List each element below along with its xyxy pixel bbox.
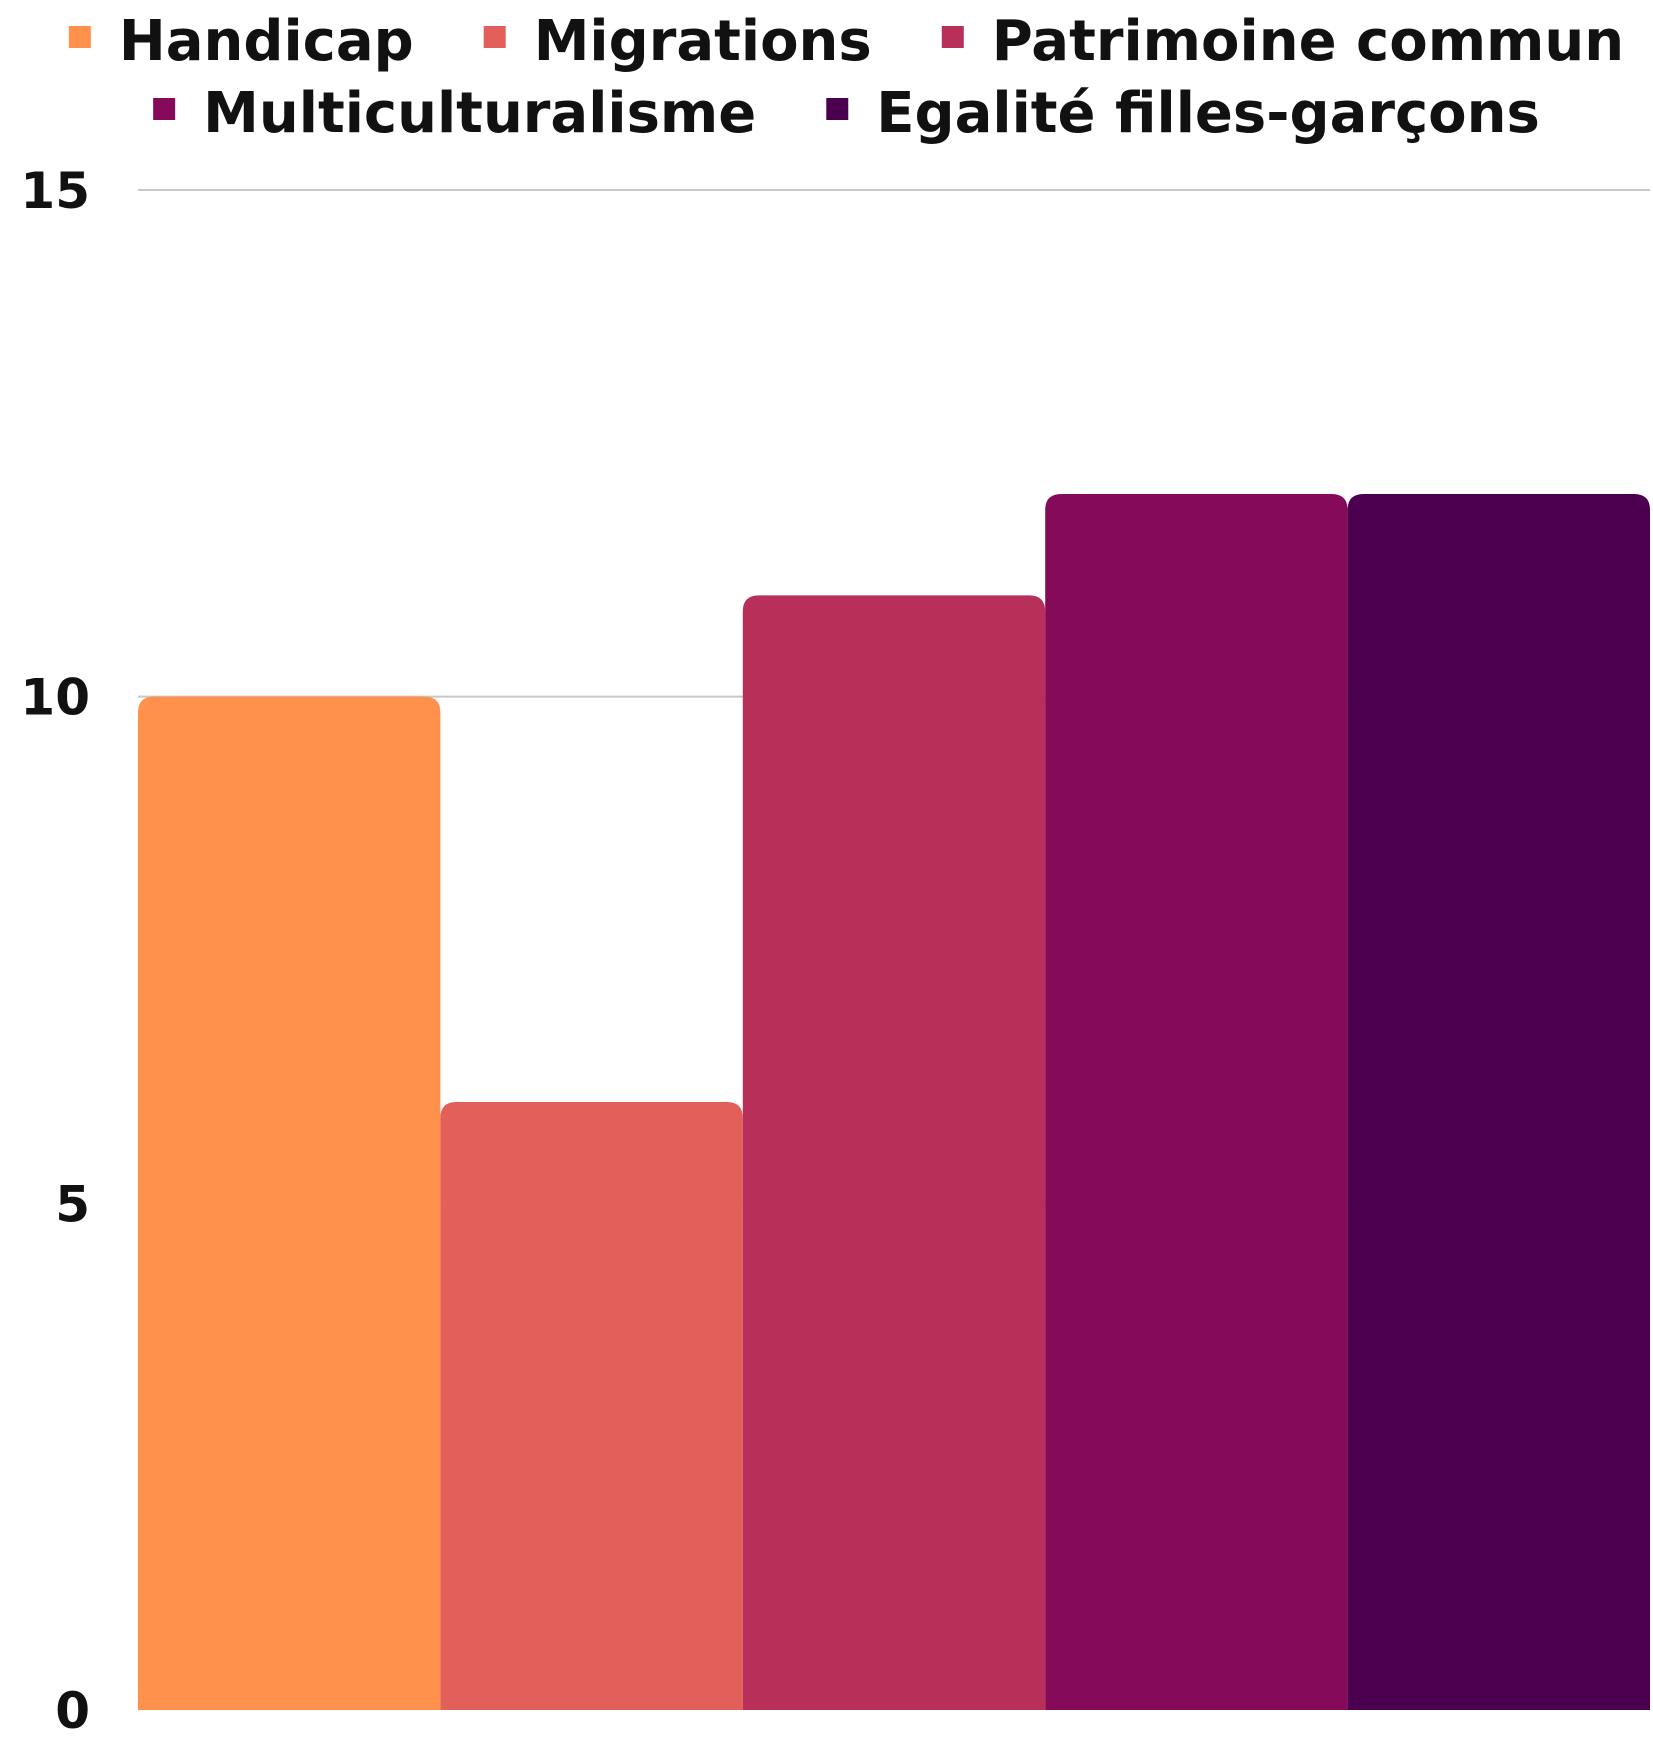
legend-label-multiculturalisme: Multiculturalisme	[203, 81, 756, 146]
bar-egalite-filles-garcons	[1347, 494, 1650, 1710]
legend-item-egalite-filles-garcons: Egalité filles-garçons	[826, 81, 1540, 146]
y-tick-label-0: 0	[55, 1682, 90, 1738]
legend-swatch-migrations	[483, 26, 506, 48]
legend-item-migrations: Migrations	[483, 9, 872, 74]
legend-label-migrations: Migrations	[534, 9, 872, 74]
legend-swatch-handicap	[68, 26, 91, 48]
legend-item-patrimoine-commun: Patrimoine commun	[941, 9, 1624, 74]
y-tick-label-10: 10	[20, 669, 90, 727]
legend-label-egalite-filles-garcons: Egalité filles-garçons	[876, 81, 1540, 146]
legend-label-patrimoine-commun: Patrimoine commun	[992, 9, 1624, 74]
bar-multiculturalisme	[1045, 494, 1348, 1710]
legend-swatch-patrimoine-commun	[941, 26, 964, 48]
y-tick-label-15: 15	[20, 162, 90, 220]
chart-bars	[138, 494, 1650, 1711]
bar-migrations	[440, 1102, 743, 1710]
chart-legend: Handicap Migrations Patrimoine commun Multi…	[68, 9, 1624, 146]
legend-swatch-egalite-filles-garcons	[826, 98, 849, 120]
bar-patrimoine-commun	[742, 595, 1046, 1711]
y-tick-label-5: 5	[55, 1175, 90, 1233]
bar-handicap	[138, 696, 441, 1710]
legend-item-multiculturalisme: Multiculturalisme	[153, 81, 756, 146]
y-axis: 0 5 10 15	[20, 162, 90, 1738]
legend-item-handicap: Handicap	[68, 9, 414, 74]
legend-swatch-multiculturalisme	[153, 98, 176, 120]
legend-label-handicap: Handicap	[119, 9, 414, 74]
